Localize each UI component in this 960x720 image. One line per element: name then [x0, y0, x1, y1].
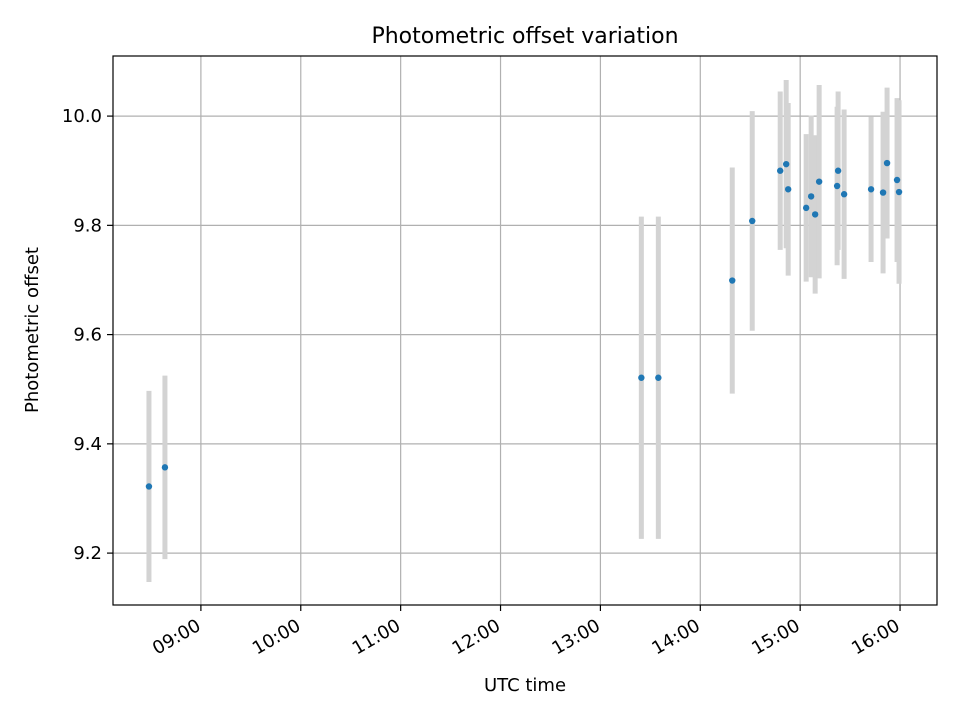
data-point	[782, 160, 790, 168]
grid	[113, 56, 937, 605]
data-point	[879, 189, 887, 196]
data-point	[655, 374, 662, 381]
data-point	[807, 193, 815, 200]
chart-title: Photometric offset variation	[371, 24, 678, 49]
data-point	[833, 182, 841, 190]
data-point	[811, 211, 819, 218]
data-point	[802, 204, 810, 212]
data-point	[867, 186, 875, 193]
data-point	[638, 374, 645, 381]
data-point	[893, 176, 901, 184]
data-point	[749, 217, 756, 225]
y-axis-label: Photometric offset	[22, 247, 43, 413]
data-point	[834, 167, 842, 174]
data-point	[776, 167, 784, 174]
y-axis: 9.2 9.4 9.6 9.8 10.0	[62, 106, 113, 564]
y-tick-label: 9.2	[73, 543, 102, 564]
plot-frame	[112, 55, 938, 606]
data-point	[895, 188, 903, 196]
data-point	[161, 464, 169, 471]
x-axis-label: UTC time	[484, 675, 566, 696]
y-tick-label: 10.0	[62, 106, 102, 127]
data-point	[784, 186, 792, 193]
y-tick-label: 9.4	[73, 434, 102, 455]
data-point	[729, 277, 736, 284]
y-tick-label: 9.6	[73, 325, 102, 346]
data-point	[840, 191, 848, 198]
y-tick-label: 9.8	[73, 215, 102, 236]
data-point	[145, 483, 153, 490]
data-point	[815, 178, 823, 185]
data-points	[145, 159, 903, 490]
data-point	[883, 159, 891, 167]
